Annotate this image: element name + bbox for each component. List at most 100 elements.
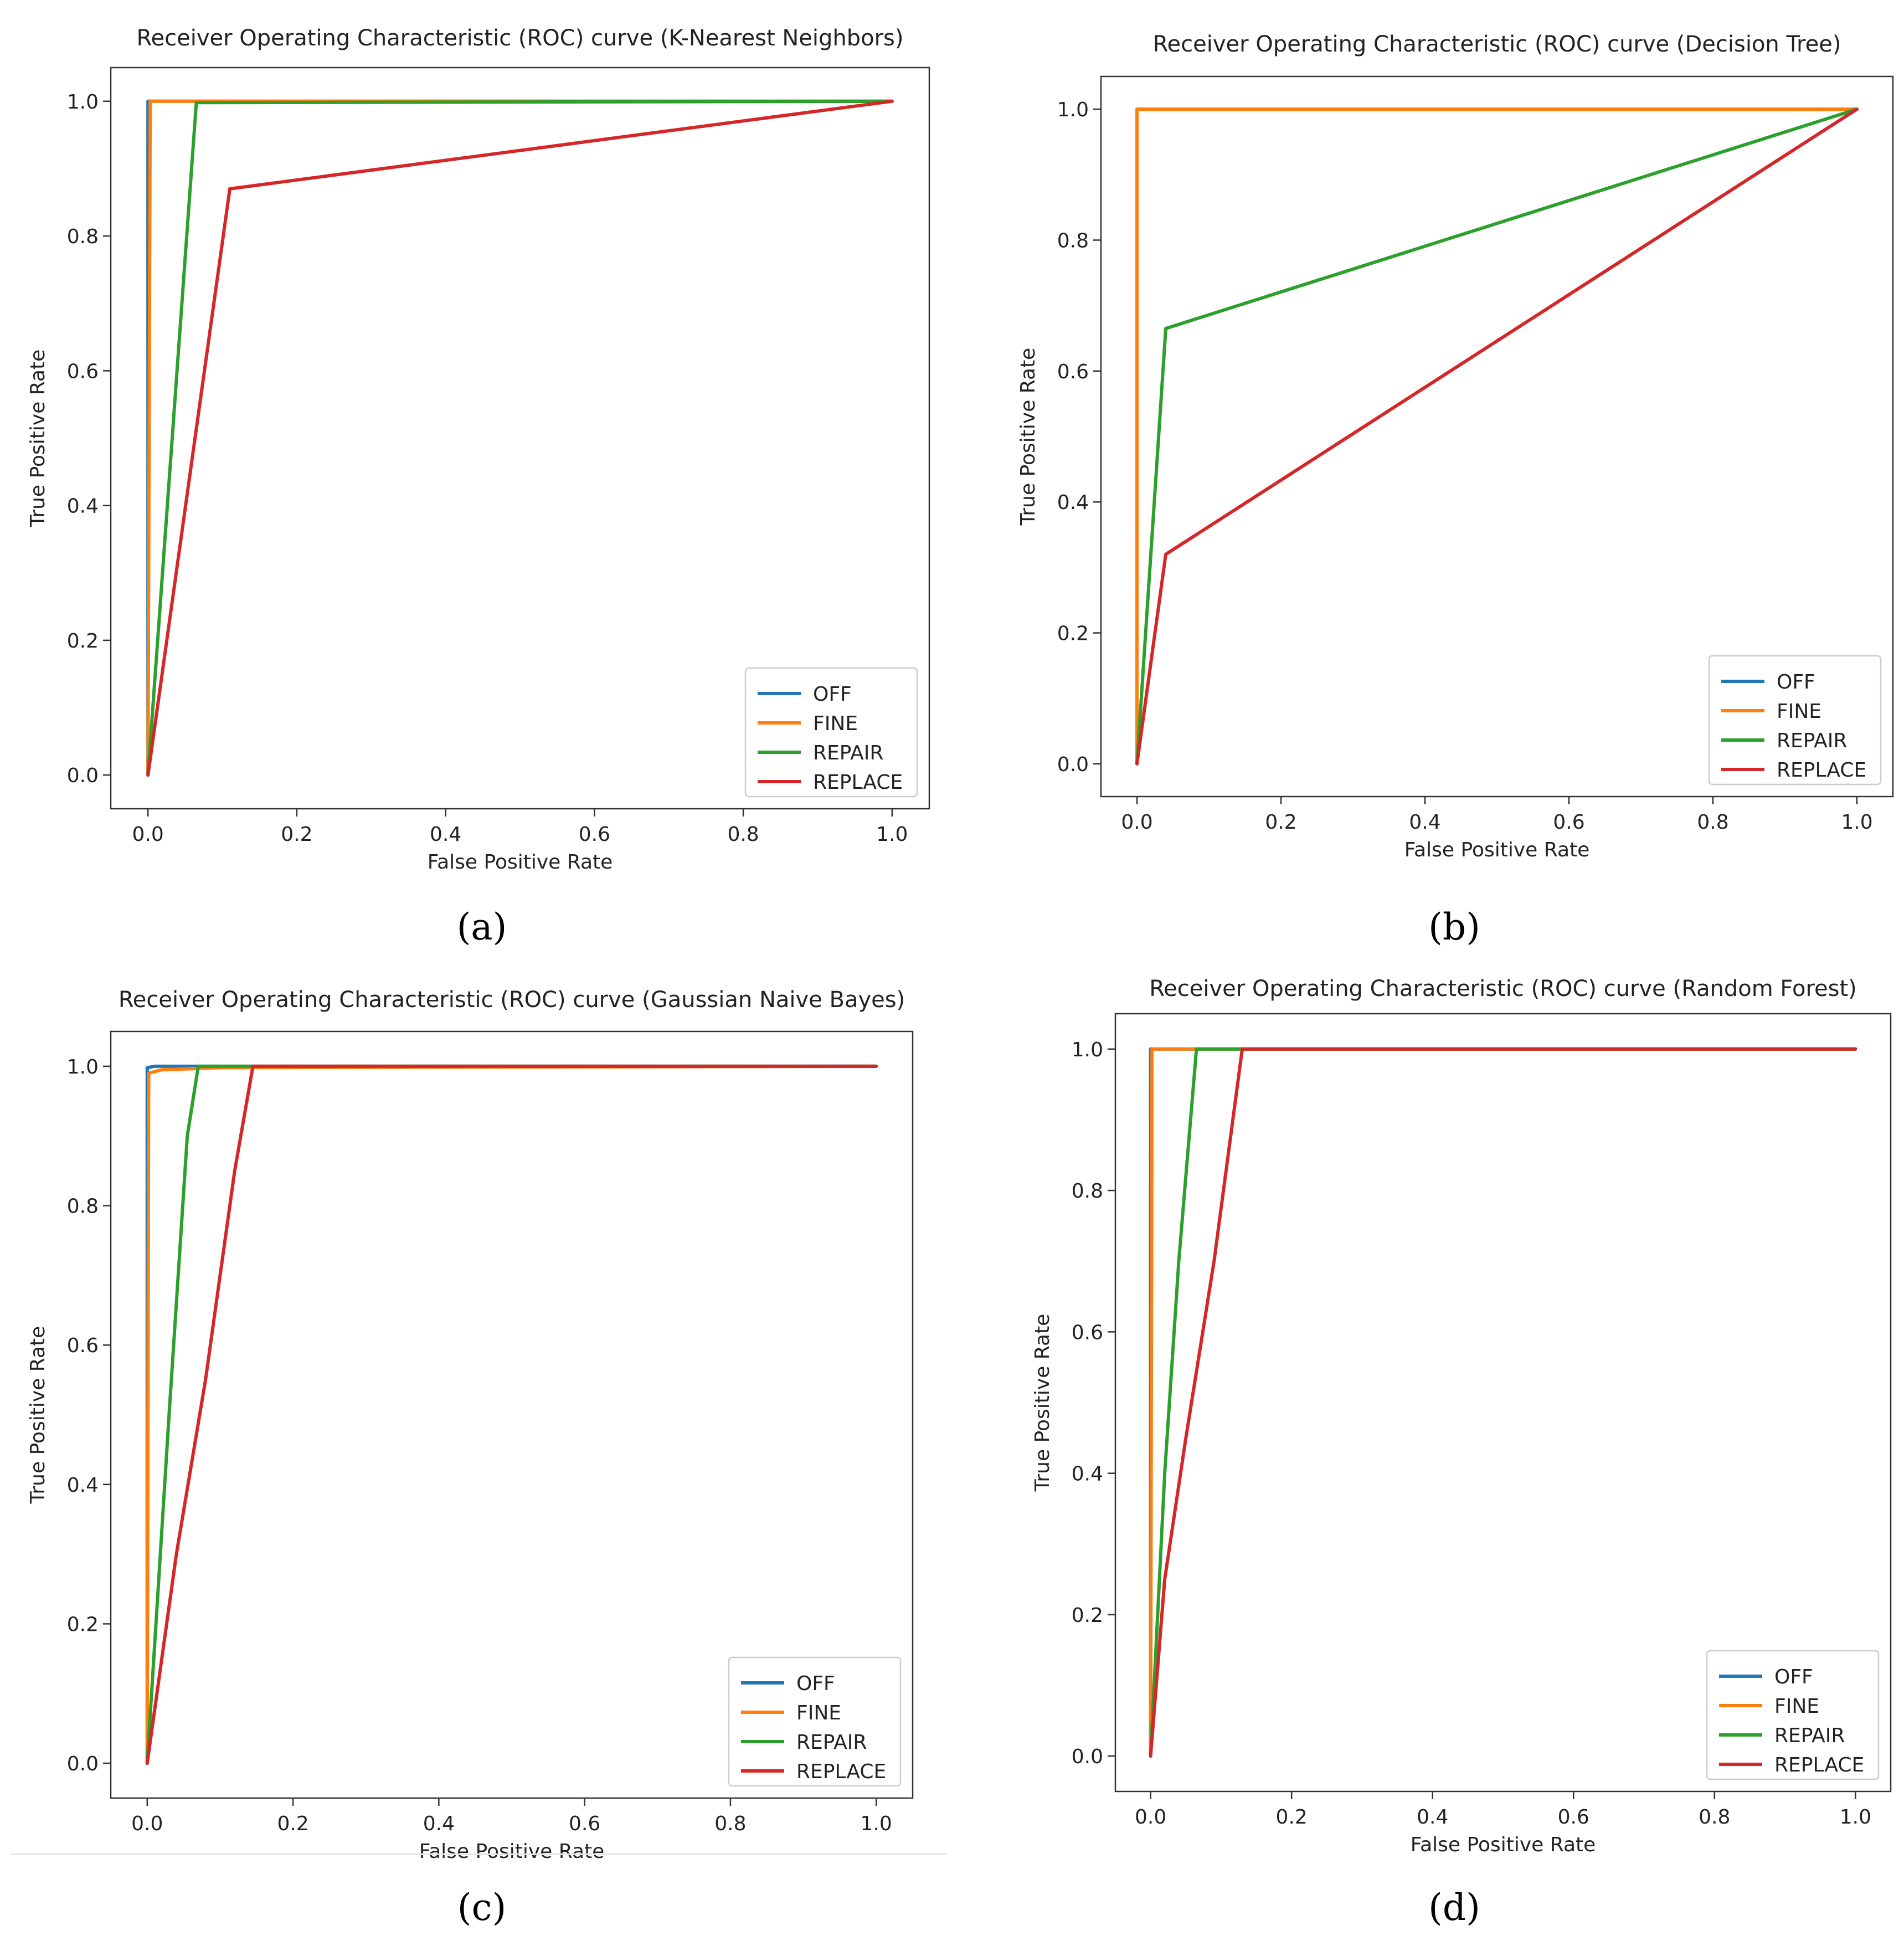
chart-1-series-repair — [146, 99, 894, 777]
chart-4-xtick-label-0: 0.0 — [1135, 1806, 1166, 1829]
panel-label-a: (a) — [456, 906, 507, 948]
chart-4-ytick-label-1: 0.2 — [1072, 1604, 1103, 1627]
chart-4-ylabel: True Positive Rate — [1031, 1314, 1054, 1492]
chart-1-ylabel: True Positive Rate — [27, 350, 49, 528]
chart-1-xtick-label-2: 0.4 — [430, 823, 461, 846]
chart-2-xlabel: False Positive Rate — [1404, 839, 1590, 861]
chart-4-xtick-label-4: 0.8 — [1699, 1806, 1730, 1829]
chart-4-legend-label-off: OFF — [1774, 1666, 1813, 1688]
chart-4-xtick-label-3: 0.6 — [1558, 1806, 1589, 1829]
chart-3-frame — [110, 1030, 914, 1799]
chart-1-legend-label-replace: REPLACE — [813, 771, 903, 794]
chart-1-legend-label-off: OFF — [813, 683, 852, 706]
chart-3-series-replace — [145, 1064, 878, 1765]
chart-3-xtick-label-3: 0.6 — [569, 1812, 600, 1835]
chart-2-series-replace — [1135, 107, 1859, 766]
chart-3-ytick-label-3: 0.6 — [67, 1334, 99, 1357]
chart-2-frame — [1100, 75, 1894, 798]
chart-3-legend — [728, 1656, 902, 1787]
chart-1-ytick-label-5: 1.0 — [67, 91, 99, 114]
chart-2-xtick-label-5: 1.0 — [1841, 811, 1872, 834]
chart-3-ytick-label-1: 0.2 — [67, 1613, 99, 1636]
panel-label-b: (b) — [1428, 906, 1480, 948]
chart-1-frame — [110, 66, 930, 810]
chart-1-xtick-label-0: 0.0 — [132, 823, 164, 846]
panel-label-c: (c) — [457, 1886, 507, 1929]
chart-2-series-fine — [1135, 107, 1859, 766]
chart-1-ytick-label-3: 0.6 — [67, 360, 99, 383]
chart-3-xlabel: False Positive Rate — [419, 1840, 605, 1863]
chart-1-ytick-label-1: 0.2 — [67, 630, 99, 653]
chart-3-ytick-label-5: 1.0 — [67, 1056, 99, 1079]
chart-1-xlabel: False Positive Rate — [428, 851, 613, 874]
chart-4-legend — [1706, 1650, 1880, 1780]
chart-3-ytick-label-0: 0.0 — [67, 1753, 99, 1775]
chart-4-series-fine — [1149, 1047, 1857, 1758]
chart-4-series-off — [1149, 1047, 1857, 1758]
chart-3-xtick-label-1: 0.2 — [277, 1812, 308, 1835]
chart-4-ytick-label-3: 0.6 — [1072, 1321, 1103, 1344]
chart-4-xtick-label-1: 0.2 — [1276, 1806, 1308, 1829]
chart-2-legend-label-off: OFF — [1777, 671, 1815, 694]
chart-4-frame — [1114, 1013, 1892, 1793]
chart-4-ytick-label-0: 0.0 — [1072, 1745, 1103, 1768]
chart-3-legend-label-repair: REPAIR — [796, 1731, 867, 1754]
chart-4-series-replace — [1149, 1047, 1857, 1758]
chart-4-xtick-label-5: 1.0 — [1840, 1806, 1871, 1829]
chart-1-xtick-label-3: 0.6 — [579, 823, 610, 846]
chart-1-legend-label-fine: FINE — [813, 712, 858, 735]
chart-1-xtick-label-1: 0.2 — [281, 823, 312, 846]
chart-1-series-replace — [146, 99, 894, 777]
chart-1-legend — [744, 667, 918, 798]
chart-2-xtick-label-3: 0.6 — [1553, 811, 1584, 834]
chart-2-ytick-label-4: 0.8 — [1057, 229, 1089, 252]
chart-3-xtick-label-5: 1.0 — [861, 1812, 892, 1835]
chart-4-xlabel: False Positive Rate — [1411, 1834, 1596, 1856]
chart-4-title: Receiver Operating Characteristic (ROC) … — [1149, 976, 1857, 1002]
chart-4-ytick-label-4: 0.8 — [1072, 1180, 1103, 1203]
chart-4-legend-label-repair: REPAIR — [1774, 1724, 1845, 1747]
bottom-left-divider — [11, 1853, 947, 1855]
chart-2-title: Receiver Operating Characteristic (ROC) … — [1153, 32, 1841, 57]
chart-3-legend-label-fine: FINE — [796, 1702, 841, 1724]
chart-2-legend-label-replace: REPLACE — [1777, 759, 1866, 782]
chart-2-ytick-label-5: 1.0 — [1057, 99, 1089, 121]
chart-1-title: Receiver Operating Characteristic (ROC) … — [137, 25, 904, 51]
chart-3-legend-label-off: OFF — [796, 1672, 835, 1695]
chart-2-xtick-label-0: 0.0 — [1121, 811, 1152, 834]
chart-1-ytick-label-4: 0.8 — [67, 225, 99, 248]
panel-label-d: (d) — [1428, 1886, 1480, 1929]
chart-3-xtick-label-0: 0.0 — [131, 1812, 163, 1835]
chart-2-xtick-label-2: 0.4 — [1409, 811, 1440, 834]
chart-3-ytick-label-4: 0.8 — [67, 1195, 99, 1218]
chart-4-xtick-label-2: 0.4 — [1417, 1806, 1448, 1829]
chart-1-xtick-label-5: 1.0 — [876, 823, 908, 846]
chart-2-ytick-label-0: 0.0 — [1057, 753, 1089, 776]
chart-3-ytick-label-2: 0.4 — [67, 1474, 99, 1497]
chart-2-ytick-label-1: 0.2 — [1057, 623, 1089, 645]
chart-4-ytick-label-2: 0.4 — [1072, 1463, 1103, 1486]
chart-3-legend-label-replace: REPLACE — [796, 1760, 886, 1783]
chart-2-xtick-label-4: 0.8 — [1697, 811, 1728, 834]
chart-2-legend-label-fine: FINE — [1777, 700, 1821, 723]
chart-4-ytick-label-5: 1.0 — [1072, 1039, 1103, 1061]
chart-2-legend — [1708, 655, 1882, 785]
chart-1-xtick-label-4: 0.8 — [727, 823, 759, 846]
chart-2-ylabel: True Positive Rate — [1017, 348, 1040, 526]
chart-1-legend-label-repair: REPAIR — [813, 742, 883, 764]
chart-3-xtick-label-2: 0.4 — [423, 1812, 455, 1835]
chart-2-legend-label-repair: REPAIR — [1777, 730, 1847, 752]
chart-1-ytick-label-2: 0.4 — [67, 495, 99, 518]
chart-3-ylabel: True Positive Rate — [27, 1326, 49, 1504]
chart-3-xtick-label-4: 0.8 — [714, 1812, 746, 1835]
chart-2-xtick-label-1: 0.2 — [1265, 811, 1296, 834]
chart-4-legend-label-replace: REPLACE — [1774, 1754, 1864, 1776]
chart-2-ytick-label-3: 0.6 — [1057, 361, 1089, 383]
chart-2-series-repair — [1135, 107, 1859, 766]
chart-4-legend-label-fine: FINE — [1774, 1695, 1819, 1718]
chart-4-series-repair — [1149, 1047, 1857, 1758]
chart-1-ytick-label-0: 0.0 — [67, 764, 99, 787]
chart-2-ytick-label-2: 0.4 — [1057, 491, 1089, 514]
